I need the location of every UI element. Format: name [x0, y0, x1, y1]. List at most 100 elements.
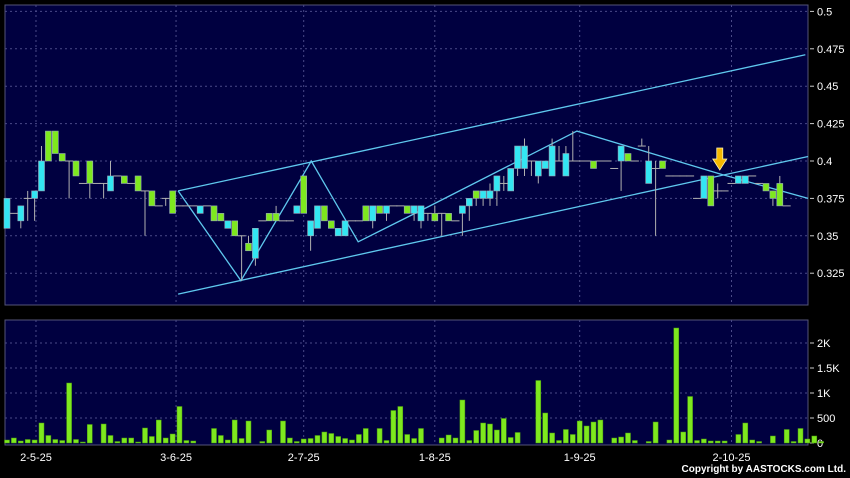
- candle-body-up: [383, 205, 390, 214]
- volume-bar: [266, 429, 272, 444]
- candle-body-up: [307, 220, 314, 237]
- candle: [58, 153, 66, 162]
- candle: [555, 146, 563, 162]
- candle: [252, 228, 259, 266]
- candle: [541, 160, 549, 169]
- volume-bar: [87, 424, 93, 444]
- candle-body-up: [479, 190, 487, 199]
- candle: [169, 190, 176, 214]
- volume-bar: [66, 382, 72, 444]
- volume-bar: [459, 399, 466, 444]
- candle-body-down: [376, 205, 383, 214]
- candle: [423, 212, 432, 221]
- candle-body-up: [341, 220, 349, 237]
- candle: [307, 220, 314, 251]
- volume-bar: [38, 422, 45, 444]
- candle-body-down: [51, 130, 59, 154]
- volume-bar: [238, 438, 245, 444]
- candle-body-up: [459, 205, 466, 214]
- volume-bar: [107, 435, 114, 444]
- volume-bar: [100, 423, 107, 444]
- volume-bar: [321, 431, 328, 444]
- candle: [659, 160, 666, 169]
- candle: [769, 190, 777, 206]
- candle-body-down: [321, 205, 328, 222]
- volume-bar: [611, 437, 617, 444]
- volume-bar: [11, 437, 17, 444]
- candle-body-down: [265, 213, 273, 222]
- volume-bar: [618, 436, 624, 444]
- down-arrow-icon: [712, 147, 728, 171]
- candle: [700, 175, 708, 199]
- volume-bar: [514, 432, 521, 444]
- x-tick-label: 3-6-25: [160, 452, 192, 464]
- candle-body-up: [493, 175, 501, 192]
- volume-bar: [300, 438, 307, 444]
- volume-bar: [142, 427, 148, 444]
- candle-body-up: [486, 190, 494, 199]
- candle: [762, 183, 770, 192]
- candle: [72, 160, 80, 177]
- volume-bar: [183, 440, 190, 444]
- candle: [534, 160, 542, 184]
- volume-bar: [721, 440, 728, 444]
- candle: [17, 205, 25, 229]
- volume-bar: [666, 439, 673, 444]
- y-tick-label: 0.35: [817, 231, 838, 243]
- candle-body-up: [700, 175, 708, 199]
- volume-bar: [673, 327, 680, 444]
- volume-bar: [438, 437, 445, 444]
- candle-body-down: [121, 175, 128, 184]
- y-tick-label: 1.5K: [817, 363, 840, 375]
- candle-body-down: [624, 153, 632, 162]
- candle: [300, 175, 308, 214]
- candle-body-up: [514, 145, 521, 169]
- candle-body-up: [541, 160, 549, 169]
- x-tick-label: 2-10-25: [713, 452, 751, 464]
- volume-bar: [390, 410, 397, 444]
- volume-bar: [135, 441, 141, 444]
- volume-bar: [363, 428, 369, 444]
- candle-body-down: [431, 213, 439, 222]
- volume-bar: [466, 440, 473, 444]
- volume-bar: [24, 439, 31, 444]
- candle: [314, 205, 321, 229]
- candle: [376, 205, 383, 214]
- volume-bar: [176, 406, 183, 444]
- candle-body-down: [169, 190, 176, 214]
- candle: [383, 205, 390, 221]
- candle: [521, 138, 528, 176]
- volume-bar: [18, 440, 24, 444]
- candle: [134, 175, 142, 192]
- y-tick-label: 2K: [817, 338, 831, 350]
- candle: [23, 190, 32, 221]
- candle: [735, 175, 742, 184]
- candle-body-up: [196, 205, 204, 214]
- candle-body-down: [707, 175, 715, 207]
- candle: [465, 198, 473, 221]
- volume-bar: [811, 435, 818, 444]
- candle: [224, 220, 232, 229]
- candle-body-up: [465, 198, 473, 207]
- volume-bar: [583, 425, 590, 444]
- candle: [362, 205, 370, 222]
- volume-bar: [742, 422, 749, 444]
- volume-bar: [190, 440, 197, 444]
- candle: [445, 213, 452, 222]
- volume-bar: [121, 437, 128, 444]
- volume-bar: [818, 441, 824, 444]
- candle: [617, 145, 625, 191]
- candle-body-down: [231, 220, 238, 237]
- volume-bar: [356, 434, 362, 444]
- volume-bar: [211, 428, 217, 444]
- candle-body-down: [45, 130, 52, 162]
- volume-bar: [452, 437, 459, 444]
- candle: [65, 160, 74, 199]
- volume-bar: [245, 420, 252, 444]
- volume-bar: [480, 422, 486, 444]
- volume-bar: [556, 440, 562, 444]
- candle: [161, 197, 170, 206]
- volume-bar: [645, 441, 652, 444]
- candle-body-up: [17, 205, 25, 222]
